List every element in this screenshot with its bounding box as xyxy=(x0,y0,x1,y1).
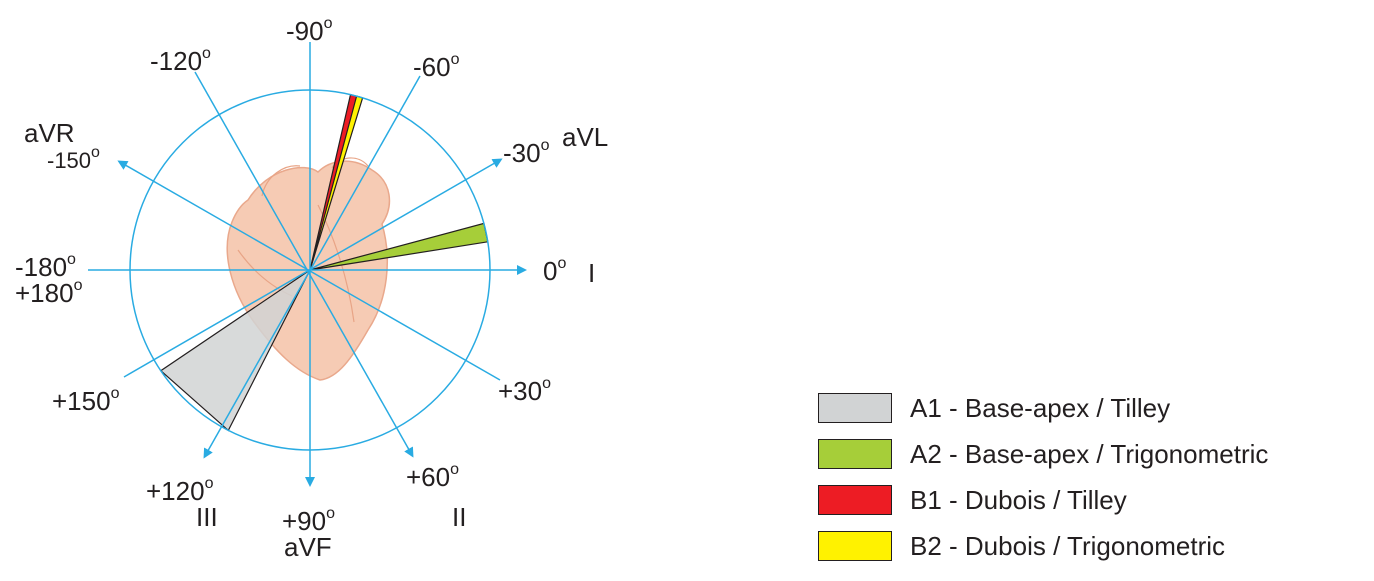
label-pos30: +30o xyxy=(498,375,551,406)
label-neg150: -150o xyxy=(47,144,100,173)
legend-label-a2: A2 - Base-apex / Trigonometric xyxy=(910,438,1269,469)
legend-swatch-b1 xyxy=(818,485,892,515)
axis-line-pos60 xyxy=(194,71,414,458)
axis-line-neg30 xyxy=(123,158,503,378)
legend-label-b1: B1 - Dubois / Tilley xyxy=(910,484,1127,515)
label-neg30: -30o xyxy=(503,137,550,168)
sector-a1 xyxy=(159,268,312,432)
label-avf: aVF xyxy=(284,532,332,562)
label-pos90: +90o xyxy=(282,505,335,536)
label-lead-iii: III xyxy=(196,502,218,532)
label-avl: aVL xyxy=(562,122,608,152)
label-neg60: -60o xyxy=(413,51,460,82)
label-0: 0o xyxy=(543,255,566,286)
label-avr: aVR xyxy=(24,118,75,148)
label-lead-i: I xyxy=(588,258,595,288)
legend-label-b2: B2 - Dubois / Trigonometric xyxy=(910,530,1226,561)
label-neg90: -90o xyxy=(286,15,333,46)
label-neg180: -180o xyxy=(15,251,76,282)
label-pos150: +150o xyxy=(52,385,120,416)
legend: A1 - Base-apex / Tilley A2 - Base-apex /… xyxy=(818,386,1374,570)
legend-label-a1: A1 - Base-apex / Tilley xyxy=(910,392,1171,423)
label-pos180: +180o xyxy=(15,277,83,308)
legend-item-a1: A1 - Base-apex / Tilley xyxy=(818,386,1374,430)
axis-line-pos120 xyxy=(203,75,421,459)
hexaxial-diagram: -90o -120o -60o aVR -150o -30o aVL -180o… xyxy=(15,15,608,562)
label-neg120: -120o xyxy=(150,45,211,76)
label-pos60: +60o xyxy=(406,461,459,492)
label-pos120: +120o xyxy=(146,475,214,506)
legend-swatch-b2 xyxy=(818,531,892,561)
legend-item-b1: B1 - Dubois / Tilley xyxy=(818,478,1374,522)
label-lead-ii: II xyxy=(452,502,466,532)
legend-item-b2: B2 - Dubois / Trigonometric xyxy=(818,524,1374,568)
legend-item-a2: A2 - Base-apex / Trigonometric xyxy=(818,432,1374,476)
legend-swatch-a1 xyxy=(818,393,892,423)
legend-swatch-a2 xyxy=(818,439,892,469)
